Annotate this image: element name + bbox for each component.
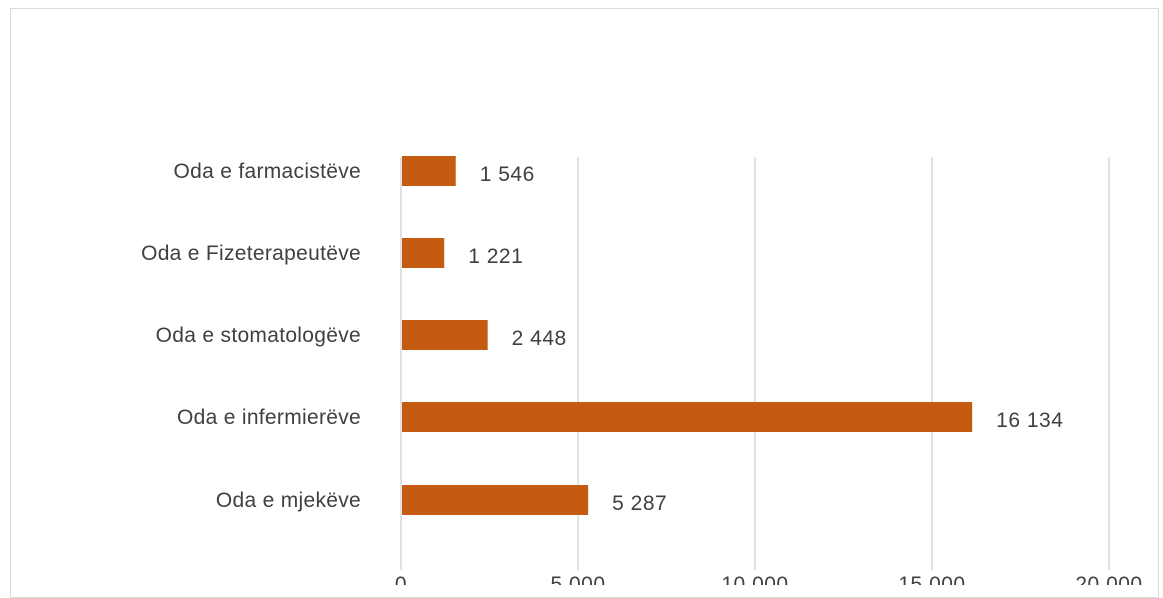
x-axis-tick-labels: 0 5 000 10 000 15 000 20 000 (395, 573, 1142, 585)
x-tick-label: 15 000 (898, 573, 965, 585)
bars (402, 156, 973, 515)
category-label: Oda e farmacistëve (174, 160, 361, 183)
data-label: 16 134 (996, 409, 1063, 432)
data-labels: 1 546 1 221 2 448 16 134 5 287 (468, 163, 1063, 515)
category-label: Oda e Fizeterapeutëve (141, 242, 361, 265)
bar (402, 485, 589, 515)
category-label: Oda e infermierëve (177, 406, 361, 429)
x-tick-label: 5 000 (550, 573, 605, 585)
category-label: Oda e mjekëve (216, 489, 361, 512)
bar (402, 156, 456, 186)
x-tick-label: 10 000 (721, 573, 788, 585)
bar-chart: Oda e farmacistëve Oda e Fizeterapeutëve O… (141, 156, 1142, 585)
x-tick-label: 0 (395, 573, 407, 585)
data-label: 2 448 (512, 327, 567, 350)
data-label: 1 221 (468, 245, 523, 268)
x-tick-label: 20 000 (1075, 573, 1142, 585)
bar (402, 238, 445, 268)
category-label: Oda e stomatologëve (156, 324, 361, 347)
bar (402, 402, 973, 432)
data-label: 1 546 (480, 163, 535, 186)
bar (402, 320, 488, 350)
data-label: 5 287 (612, 492, 667, 515)
category-labels: Oda e farmacistëve Oda e Fizeterapeutëve O… (141, 160, 361, 512)
